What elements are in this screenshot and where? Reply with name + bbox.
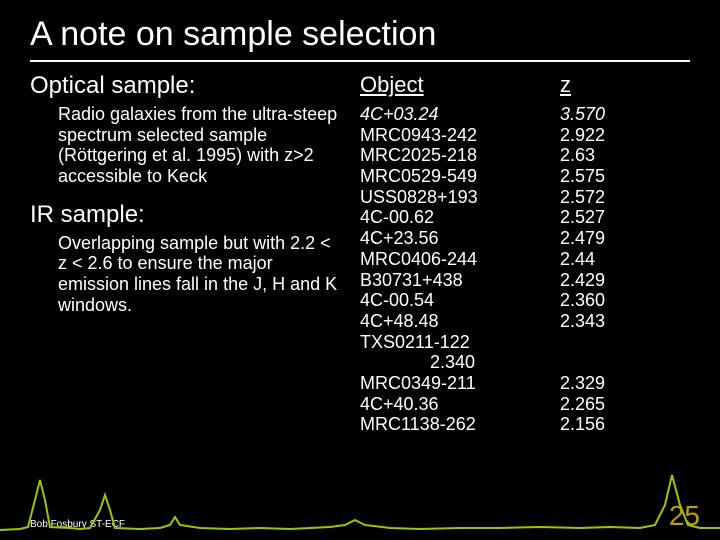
table-row: 4C+03.243.570 <box>360 104 690 125</box>
table-row: 4C-00.542.360 <box>360 290 690 311</box>
cell-z: 2.360 <box>560 290 605 311</box>
table-row: MRC2025-2182.63 <box>360 145 690 166</box>
title-rule <box>30 60 690 62</box>
page-number: 25 <box>669 500 700 532</box>
cell-object: MRC1138-262 <box>360 414 560 435</box>
table-row: MRC0529-5492.575 <box>360 166 690 187</box>
cell-z: 2.329 <box>560 373 605 394</box>
cell-object: 4C+03.24 <box>360 104 560 125</box>
table-row: MRC0406-2442.44 <box>360 249 690 270</box>
cell-z: 2.63 <box>560 145 595 166</box>
cell-z: 2.156 <box>560 414 605 435</box>
footer-credit: Bob Fosbury ST-ECF <box>30 519 125 530</box>
cell-object: MRC0349-211 <box>360 373 560 394</box>
right-column: Object z 4C+03.243.570MRC0943-2422.922MR… <box>360 72 690 435</box>
table-row: 4C+23.562.479 <box>360 228 690 249</box>
header-z: z <box>560 72 571 98</box>
table-row: 4C+40.362.265 <box>360 394 690 415</box>
table-row: MRC0943-2422.922 <box>360 125 690 146</box>
cell-z: 2.575 <box>560 166 605 187</box>
left-column: Optical sample: Radio galaxies from the … <box>30 72 340 435</box>
table-row: MRC0349-2112.329 <box>360 373 690 394</box>
cell-object: 4C+48.48 <box>360 311 560 332</box>
cell-object: MRC0943-242 <box>360 125 560 146</box>
table-header: Object z <box>360 72 690 98</box>
table-row: 4C-00.622.527 <box>360 207 690 228</box>
cell-object: USS0828+193 <box>360 187 560 208</box>
ir-body: Overlapping sample but with 2.2 < z < 2.… <box>58 233 340 316</box>
table-row: B30731+4382.429 <box>360 270 690 291</box>
cell-object: 4C-00.54 <box>360 290 560 311</box>
cell-object: 4C+23.56 <box>360 228 560 249</box>
cell-z: 2.572 <box>560 187 605 208</box>
table-row: TXS0211-122 <box>360 332 690 353</box>
cell-object: MRC0529-549 <box>360 166 560 187</box>
cell-z: 2.265 <box>560 394 605 415</box>
cell-z: 2.479 <box>560 228 605 249</box>
ir-heading: IR sample: <box>30 201 340 229</box>
slide-title: A note on sample selection <box>30 15 690 54</box>
cell-object: MRC0406-244 <box>360 249 560 270</box>
cell-z: 2.922 <box>560 125 605 146</box>
cell-z: 2.343 <box>560 311 605 332</box>
optical-body: Radio galaxies from the ultra-steep spec… <box>58 104 340 187</box>
header-object: Object <box>360 72 560 98</box>
cell-z: 2.44 <box>560 249 595 270</box>
table-row: 4C+48.482.343 <box>360 311 690 332</box>
table-row: USS0828+1932.572 <box>360 187 690 208</box>
optical-heading: Optical sample: <box>30 72 340 100</box>
cell-z: 2.527 <box>560 207 605 228</box>
cell-object: 4C+40.36 <box>360 394 560 415</box>
cell-object: TXS0211-122 <box>360 332 560 353</box>
cell-z: 3.570 <box>560 104 605 125</box>
table-row: MRC1138-2622.156 <box>360 414 690 435</box>
orphan-z: 2.340 <box>430 352 690 373</box>
cell-z: 2.429 <box>560 270 605 291</box>
cell-object: B30731+438 <box>360 270 560 291</box>
cell-object: MRC2025-218 <box>360 145 560 166</box>
cell-object: 4C-00.62 <box>360 207 560 228</box>
